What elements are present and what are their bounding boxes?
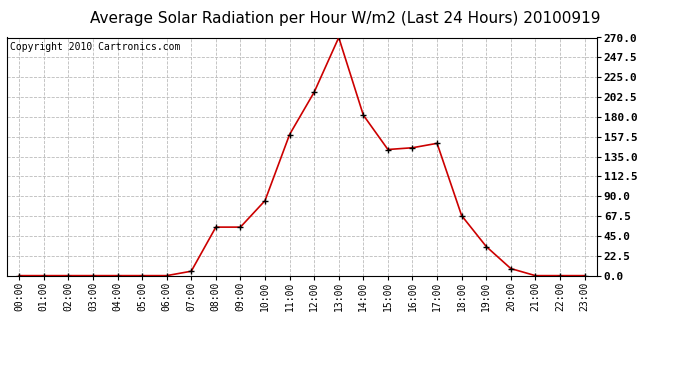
Text: Copyright 2010 Cartronics.com: Copyright 2010 Cartronics.com xyxy=(10,42,180,52)
Text: Average Solar Radiation per Hour W/m2 (Last 24 Hours) 20100919: Average Solar Radiation per Hour W/m2 (L… xyxy=(90,11,600,26)
